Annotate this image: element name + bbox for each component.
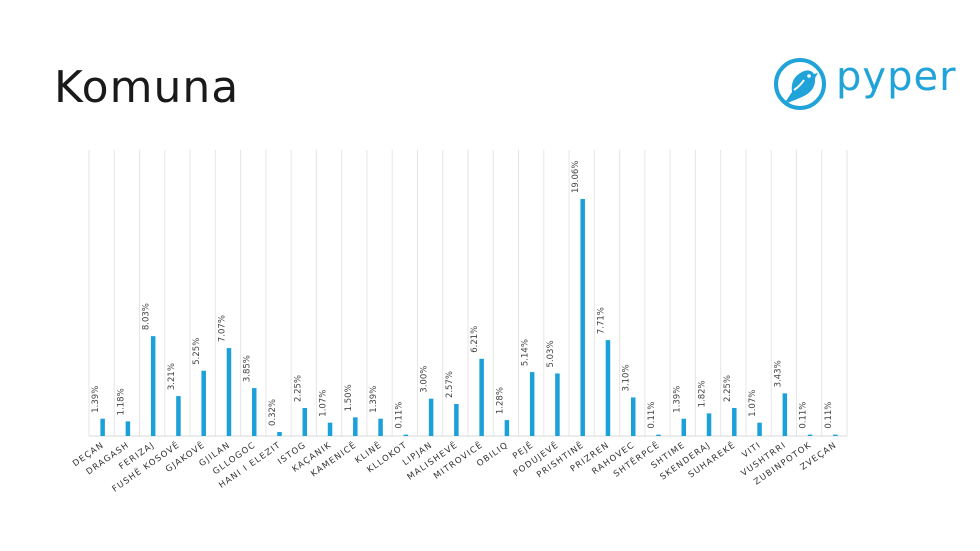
- data-label: 0.11%: [824, 402, 834, 429]
- bar: [428, 398, 434, 436]
- bar: [100, 418, 105, 436]
- bar: [555, 373, 560, 436]
- data-label: 1.50%: [344, 384, 354, 411]
- data-label: 5.14%: [521, 339, 531, 366]
- bar: [782, 393, 788, 436]
- bar: [732, 408, 737, 436]
- slide-title: Komuna: [54, 62, 240, 113]
- data-label: 1.39%: [672, 386, 682, 413]
- bar: [125, 421, 131, 436]
- bar: [378, 418, 383, 436]
- data-label: 2.25%: [723, 375, 733, 402]
- bar: [403, 434, 409, 436]
- bar: [150, 336, 156, 436]
- data-label: 7.71%: [596, 307, 606, 334]
- data-label: 1.07%: [748, 390, 758, 417]
- data-label: 1.39%: [369, 386, 379, 413]
- bar: [327, 422, 333, 436]
- data-label: 3.10%: [622, 364, 632, 391]
- bar: [833, 434, 838, 436]
- bar: [479, 358, 484, 436]
- data-label: 1.07%: [319, 390, 329, 417]
- data-label: 1.18%: [116, 388, 126, 415]
- bar: [302, 408, 308, 436]
- data-label: 5.25%: [192, 338, 202, 365]
- bar: [226, 348, 232, 436]
- bar: [454, 404, 459, 436]
- data-label: 0.11%: [647, 402, 657, 429]
- data-label: 6.21%: [470, 326, 480, 353]
- data-label: 3.43%: [773, 360, 783, 387]
- data-label: 3.85%: [243, 355, 253, 382]
- bar: [277, 432, 282, 436]
- data-label: 1.82%: [698, 380, 708, 407]
- bar: [201, 370, 206, 436]
- bar: [251, 388, 257, 436]
- bar: [656, 434, 661, 436]
- bar: [630, 397, 636, 436]
- bar: [580, 198, 585, 436]
- data-label: 3.00%: [420, 366, 430, 393]
- data-label: 0.11%: [394, 402, 404, 429]
- pyper-logo: pyper: [770, 54, 960, 114]
- data-label: 0.11%: [799, 402, 809, 429]
- bird-logo-icon: [774, 58, 826, 110]
- bar: [757, 422, 762, 436]
- data-label: 2.57%: [445, 371, 455, 398]
- bar: [706, 413, 712, 436]
- bar: [176, 396, 181, 436]
- bar: [504, 420, 510, 436]
- data-label: 3.21%: [167, 363, 177, 390]
- bar: [681, 418, 687, 436]
- data-label: 2.25%: [293, 375, 303, 402]
- data-label: 0.32%: [268, 399, 278, 426]
- data-label: 8.03%: [142, 303, 152, 330]
- bar: [605, 340, 611, 436]
- data-label: 5.03%: [546, 340, 556, 367]
- data-label: 7.07%: [217, 315, 227, 342]
- logo-text: pyper: [836, 54, 957, 100]
- bar: [529, 372, 535, 436]
- bar: [353, 417, 358, 436]
- data-label: 1.28%: [495, 387, 505, 414]
- data-label: 1.39%: [91, 386, 101, 413]
- bar: [807, 434, 813, 436]
- data-label: 19.06%: [571, 161, 581, 193]
